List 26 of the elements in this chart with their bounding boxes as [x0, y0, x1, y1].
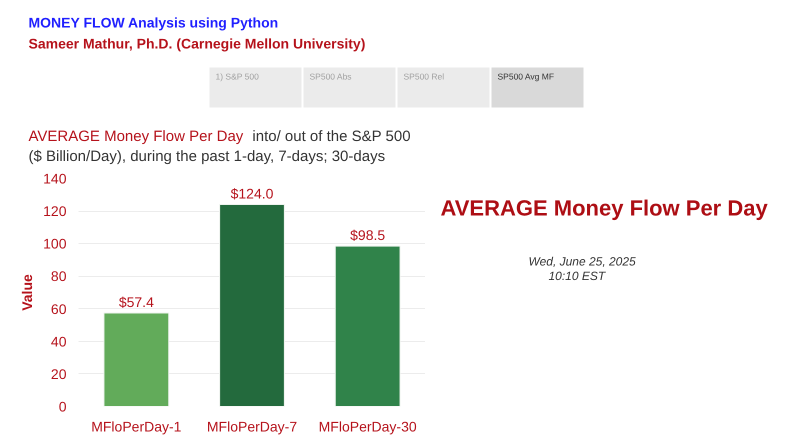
data-label: $124.0 — [230, 186, 274, 202]
y-tick-label: 120 — [43, 203, 67, 220]
x-tick-label: MFloPerDay-7 — [206, 418, 298, 434]
text: Wed, June 25, 2025 — [528, 254, 636, 268]
text: SP500 Avg MF — [498, 72, 554, 82]
y-tick-label: 60 — [50, 300, 67, 317]
data-label: $57.4 — [118, 294, 154, 310]
x-tick-label: MFloPerDay-30 — [318, 418, 417, 434]
y-axis-title: Value — [19, 274, 36, 311]
chart-title: AVERAGE Money Flow Per Day into/ out of the S&P 500 — [28, 128, 411, 145]
text: SP500 Abs — [310, 72, 352, 82]
y-tick-label: 0 — [58, 398, 67, 414]
x-tick-label: MFloPerDay-1 — [91, 418, 182, 434]
y-tick-label: 80 — [50, 268, 67, 284]
data-label: $98.5 — [350, 227, 386, 244]
text: SP500 Rel — [404, 72, 444, 82]
text: 10:10 EST — [548, 269, 607, 284]
y-tick-label: 140 — [43, 170, 67, 186]
y-tick-label: 20 — [50, 366, 67, 382]
y-tick-label: 40 — [50, 333, 67, 350]
text: 1) S&P 500 — [216, 72, 260, 82]
text: AVERAGE Money Flow Per Day — [440, 196, 768, 221]
y-tick-label: 100 — [43, 236, 67, 252]
chart-subtitle: ($ Billion/Day), during the past 1-day, 7-days; 30-days — [28, 148, 386, 165]
text: MONEY FLOW Analysis using Python — [28, 14, 278, 30]
text: Sameer Mathur, Ph.D. (Carnegie Mellon University) — [28, 36, 366, 52]
